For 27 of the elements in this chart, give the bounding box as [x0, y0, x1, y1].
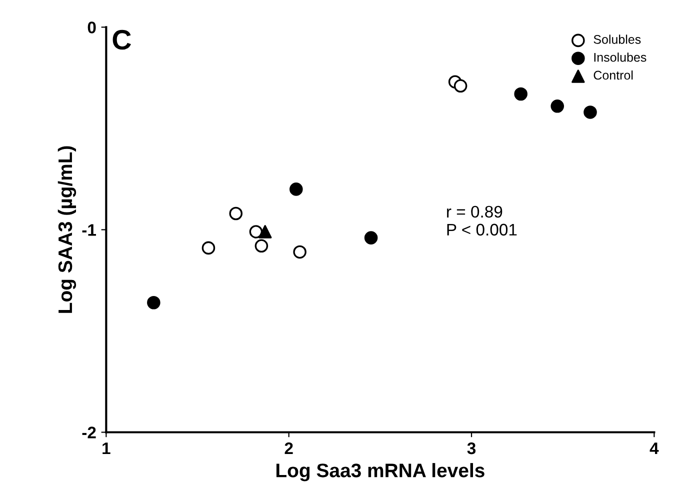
point [454, 79, 468, 93]
y-tick-label: -1 [82, 224, 96, 236]
point [290, 182, 303, 196]
x-tick-label: 3 [467, 442, 476, 454]
point [229, 206, 243, 220]
point [364, 231, 378, 244]
annotation: C [112, 30, 131, 50]
point [550, 100, 564, 113]
x-tick-label: 1 [102, 442, 110, 454]
annotation: r = 0.89 P < 0.001 [447, 206, 517, 236]
legend-label: Control [594, 70, 633, 80]
legend-label: Insolubes [594, 52, 646, 62]
y-tick-label: -2 [82, 426, 96, 438]
point [293, 245, 306, 259]
y-tick-label: 0 [88, 22, 96, 34]
point [202, 241, 216, 255]
point [249, 225, 263, 238]
point [147, 296, 160, 310]
point [514, 87, 528, 101]
point [584, 106, 597, 119]
y-axis-title: Log SAA3 (µg/mL) [58, 146, 76, 313]
x-tick-label: 4 [650, 442, 659, 454]
legend-label: Solubles [594, 34, 641, 44]
x-tick-label: 2 [284, 442, 293, 454]
point [258, 225, 272, 238]
point [254, 239, 268, 253]
x-axis-title: Log Saa3 mRNA levels [276, 463, 484, 482]
